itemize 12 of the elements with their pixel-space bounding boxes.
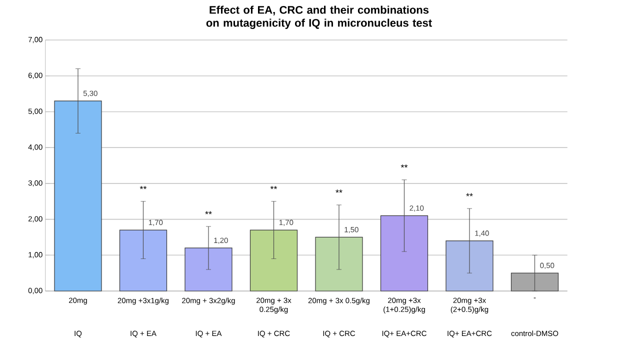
- annotation: **: [336, 190, 342, 193]
- bar: [250, 230, 298, 292]
- annotation: **: [400, 164, 408, 168]
- annotation: **: [205, 211, 212, 214]
- annotation: **: [140, 186, 147, 190]
- bar: [54, 100, 102, 292]
- chart-title: Effect of EA, CRC and their combinations on mutagenicity of IQ in micronucleus test: [206, 6, 432, 29]
- bar: [119, 230, 168, 292]
- bar: [380, 215, 428, 292]
- bar: [184, 248, 232, 292]
- annotation: **: [466, 193, 473, 196]
- annotation: **: [270, 186, 278, 190]
